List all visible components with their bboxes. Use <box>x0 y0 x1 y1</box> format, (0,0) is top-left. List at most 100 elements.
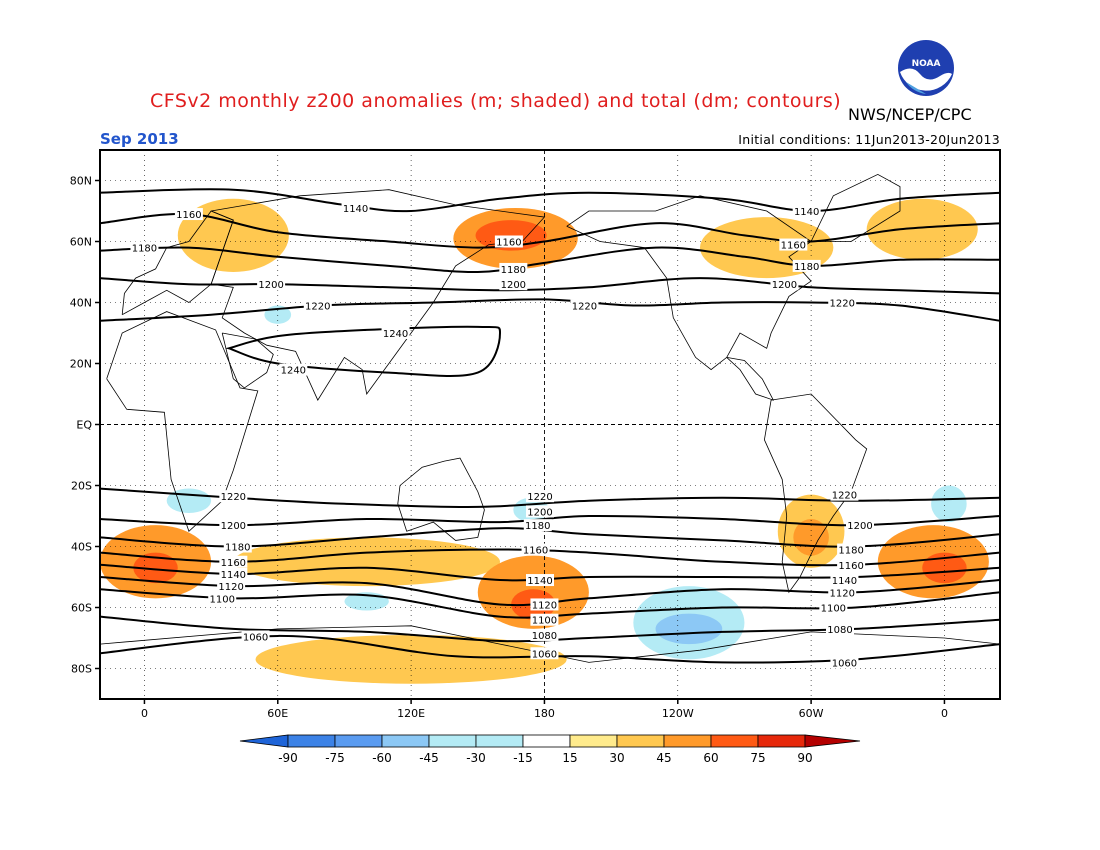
contour-label: 1160 <box>523 546 548 557</box>
contour-label-bg <box>341 201 370 214</box>
contour-label: 1220 <box>572 302 597 313</box>
lat-tick-label: 40S <box>71 541 92 554</box>
contour-1180 <box>100 246 1000 274</box>
contour-label-bg <box>381 327 410 339</box>
contour-label-bg <box>494 235 523 248</box>
contour-label-bg <box>830 574 859 587</box>
colorbar-segment <box>287 734 336 748</box>
contour-label: 1140 <box>832 576 857 587</box>
contour-label: 1200 <box>501 280 526 291</box>
contour-label: 1200 <box>772 280 797 291</box>
contour-label: 1060 <box>243 632 268 643</box>
contour-label-bg <box>828 586 857 599</box>
contour-label-bg <box>219 490 248 503</box>
contour-label: 1200 <box>258 280 283 291</box>
lon-tick-label: 60E <box>267 707 288 720</box>
colorbar-segment <box>428 734 477 748</box>
contour-label: 1060 <box>832 658 857 669</box>
colorbar-segment <box>710 734 759 748</box>
colorbar-segment <box>616 734 665 748</box>
contour-label-bg <box>770 278 799 291</box>
contour-label-bg <box>830 656 859 669</box>
colorbar-segment <box>663 734 712 748</box>
contour-label: 1220 <box>221 492 246 503</box>
colorbar-label: 45 <box>656 751 671 765</box>
lat-tick-label: 20S <box>71 480 92 493</box>
contour-label-bg <box>130 241 159 254</box>
colorbar-label: -90 <box>278 751 298 765</box>
contour-label-bg <box>219 555 248 568</box>
agency-label: NWS/NCEP/CPC <box>848 105 972 124</box>
colorbar-label: -45 <box>419 751 439 765</box>
contour-label-bg <box>523 519 552 532</box>
lat-tick-label: 20N <box>70 358 92 371</box>
contour-1160 <box>100 212 1000 249</box>
contour-label: 1160 <box>176 210 201 221</box>
contour-label: 1100 <box>532 616 557 627</box>
logo-wave <box>900 68 952 91</box>
colorbar-label: -15 <box>513 751 533 765</box>
contour-label: 1140 <box>794 207 819 218</box>
contour-label-bg <box>837 543 866 556</box>
contour-label-bg <box>219 567 248 580</box>
colorbar-label: 60 <box>703 751 718 765</box>
coastline-9 <box>100 625 1000 663</box>
lat-tick-label: 60N <box>70 236 92 249</box>
contour-label: 1220 <box>829 299 854 310</box>
contour-label-bg <box>792 259 821 272</box>
contour-label: 1080 <box>827 625 852 636</box>
map-title: CFSv2 monthly z200 anomalies (m; shaded)… <box>150 90 842 112</box>
contour-label: 1120 <box>532 600 557 611</box>
contour-label-bg <box>499 278 528 291</box>
contour-label: 1200 <box>527 507 552 518</box>
contour-label: 1140 <box>343 204 368 215</box>
colorbar-segment <box>381 734 430 748</box>
contour-label: 1120 <box>218 582 243 593</box>
contour-label-bg <box>526 574 554 587</box>
colorbar-segment <box>757 734 806 748</box>
noaa-logo: NOAA <box>898 40 954 96</box>
logo-inner <box>906 82 926 94</box>
colorbar-label: -30 <box>466 751 486 765</box>
contour-label: 1220 <box>527 492 552 503</box>
colorbar-arrow-left <box>239 734 289 748</box>
contour-label-bg <box>219 519 248 532</box>
contour-label: 1220 <box>305 302 330 313</box>
coastline-0 <box>106 311 259 533</box>
contour-label-bg <box>826 622 854 635</box>
axis-ticks: 80N 60N 40N 20N EQ 20S 40S 60S 80S 0 60E 120E 180 120… <box>70 175 948 721</box>
contour-label: 1200 <box>221 521 246 532</box>
colorbar-label: 15 <box>562 751 577 765</box>
contour-label: 1240 <box>281 366 306 377</box>
anomaly-region-16 <box>655 613 723 645</box>
contour-label: 1160 <box>838 561 863 572</box>
lon-tick-label: 0 <box>141 707 148 720</box>
contour-label: 1180 <box>225 543 250 554</box>
contour-label: 1180 <box>838 546 863 557</box>
contour-label-bg <box>830 488 859 501</box>
contour-label-bg <box>530 628 559 641</box>
contour-label: 1160 <box>221 558 246 569</box>
coastline-4 <box>397 457 485 541</box>
colorbar-label: 30 <box>609 751 624 765</box>
contour-label-bg <box>526 490 554 503</box>
contour-label: 1140 <box>221 570 246 581</box>
lon-tick-label: 120E <box>397 707 425 720</box>
colorbar-arrow-right <box>804 734 861 748</box>
lat-tick-label: 80N <box>70 175 92 188</box>
anomaly-region-4 <box>866 198 978 260</box>
contour-label-bg <box>174 208 203 221</box>
color-scale: -90 -75 -60 -45 -30 -15 15 30 45 60 75 90 <box>239 734 861 765</box>
contour-label: 1160 <box>496 238 521 249</box>
contour-label-bg <box>521 543 550 556</box>
contour-label-bg <box>217 580 246 593</box>
contour-label-bg <box>819 601 848 614</box>
forecast-month: Sep 2013 <box>100 130 179 148</box>
colorbar-segment <box>522 734 571 748</box>
contour-label-bg <box>530 598 559 611</box>
lon-tick-label: 180 <box>534 707 555 720</box>
contour-label-bg <box>303 299 332 312</box>
contour-1240 <box>225 325 502 377</box>
